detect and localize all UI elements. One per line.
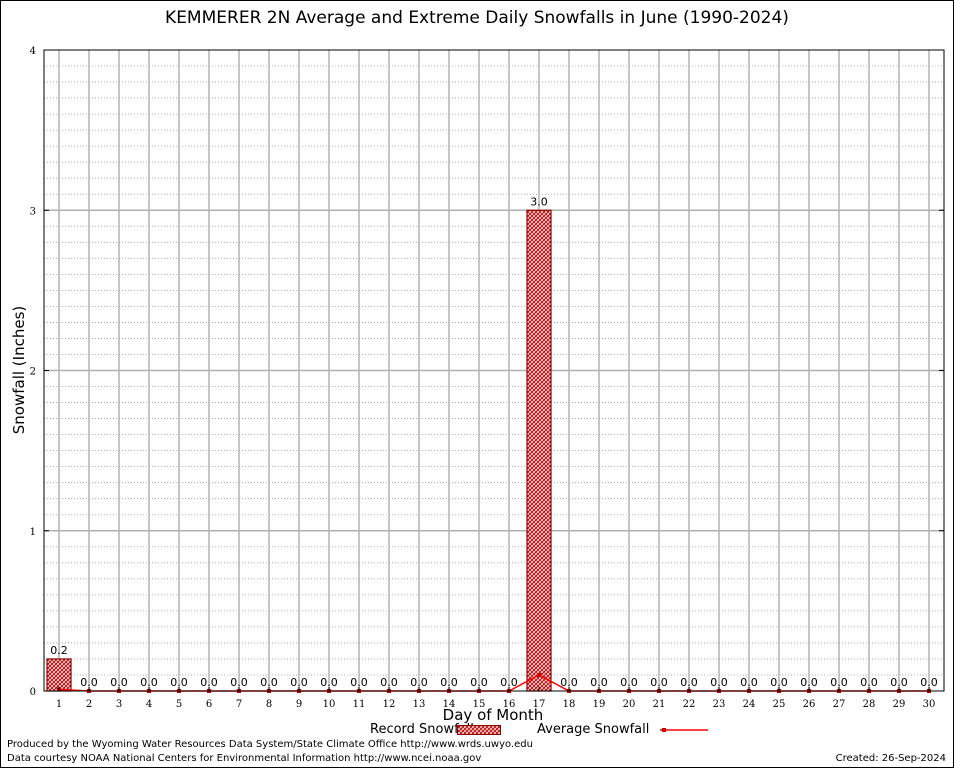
data-label: 3.0 bbox=[530, 195, 548, 208]
x-tick-label: 23 bbox=[713, 699, 726, 710]
data-label: 0.0 bbox=[290, 676, 308, 689]
legend-record-label: Record Snowfall bbox=[370, 722, 474, 737]
data-label: 0.0 bbox=[590, 676, 608, 689]
x-tick-label: 6 bbox=[206, 699, 212, 710]
x-tick-label: 15 bbox=[473, 699, 486, 710]
x-tick-label: 9 bbox=[296, 699, 302, 710]
footer-producer: Produced by the Wyoming Water Resources … bbox=[7, 739, 533, 750]
x-tick-label: 7 bbox=[236, 699, 242, 710]
data-label: 0.0 bbox=[500, 676, 518, 689]
x-tick-label: 5 bbox=[176, 699, 182, 710]
x-tick-label: 20 bbox=[623, 699, 636, 710]
data-label: 0.0 bbox=[710, 676, 728, 689]
data-label: 0.0 bbox=[170, 676, 188, 689]
x-tick-label: 11 bbox=[353, 699, 366, 710]
y-tick-label: 2 bbox=[30, 367, 36, 378]
y-tick-label: 1 bbox=[30, 527, 36, 538]
footer-source: Data courtesy NOAA National Centers for … bbox=[7, 753, 482, 764]
data-label: 0.0 bbox=[80, 676, 98, 689]
y-tick-label: 4 bbox=[30, 46, 36, 57]
data-label: 0.0 bbox=[410, 676, 428, 689]
x-tick-label: 14 bbox=[443, 699, 456, 710]
data-label: 0.0 bbox=[860, 676, 878, 689]
x-axis-label: Day of Month bbox=[442, 706, 544, 724]
x-tick-label: 25 bbox=[773, 699, 786, 710]
data-label: 0.2 bbox=[50, 644, 68, 657]
data-label: 0.0 bbox=[320, 676, 338, 689]
y-tick-label: 3 bbox=[30, 206, 36, 217]
x-tick-label: 3 bbox=[116, 699, 122, 710]
data-label: 0.0 bbox=[830, 676, 848, 689]
data-label: 0.0 bbox=[920, 676, 938, 689]
x-tick-label: 29 bbox=[893, 699, 906, 710]
data-label: 0.0 bbox=[350, 676, 368, 689]
record-bar bbox=[46, 658, 72, 692]
x-tick-label: 28 bbox=[863, 699, 876, 710]
data-label: 0.0 bbox=[260, 676, 278, 689]
x-tick-label: 13 bbox=[413, 699, 426, 710]
x-tick-label: 22 bbox=[683, 699, 696, 710]
data-label: 0.0 bbox=[440, 676, 458, 689]
x-tick-label: 27 bbox=[833, 699, 846, 710]
x-tick-label: 1 bbox=[56, 699, 62, 710]
data-label: 0.0 bbox=[110, 676, 128, 689]
x-tick-label: 2 bbox=[86, 699, 92, 710]
data-label: 0.0 bbox=[380, 676, 398, 689]
data-label: 0.0 bbox=[200, 676, 218, 689]
legend-average-label: Average Snowfall bbox=[537, 722, 650, 737]
data-label: 0.0 bbox=[770, 676, 788, 689]
data-label: 0.0 bbox=[800, 676, 818, 689]
data-label: 0.0 bbox=[620, 676, 638, 689]
x-tick-label: 16 bbox=[503, 699, 516, 710]
x-tick-label: 12 bbox=[383, 699, 396, 710]
data-label: 0.0 bbox=[890, 676, 908, 689]
data-label: 0.0 bbox=[470, 676, 488, 689]
x-tick-label: 10 bbox=[323, 699, 336, 710]
x-tick-label: 19 bbox=[593, 699, 606, 710]
chart-title: KEMMERER 2N Average and Extreme Daily Sn… bbox=[165, 8, 789, 28]
x-tick-label: 4 bbox=[146, 699, 152, 710]
footer-created: Created: 26-Sep-2024 bbox=[835, 753, 946, 764]
x-tick-label: 17 bbox=[533, 699, 546, 710]
average-point bbox=[537, 672, 541, 677]
x-tick-label: 18 bbox=[563, 699, 576, 710]
x-tick-label: 26 bbox=[803, 699, 816, 710]
x-tick-label: 8 bbox=[266, 699, 272, 710]
data-label: 0.0 bbox=[650, 676, 668, 689]
legend-record-swatch bbox=[457, 725, 501, 735]
x-tick-label: 21 bbox=[653, 699, 666, 710]
y-tick-label: 0 bbox=[30, 687, 36, 698]
record-bar bbox=[526, 209, 552, 692]
data-label: 0.0 bbox=[560, 676, 578, 689]
legend-average-swatch bbox=[660, 728, 708, 732]
data-label: 0.0 bbox=[680, 676, 698, 689]
data-label: 0.0 bbox=[740, 676, 758, 689]
y-axis-label: Snowfall (Inches) bbox=[10, 305, 28, 435]
data-label: 0.0 bbox=[140, 676, 158, 689]
x-tick-label: 24 bbox=[743, 699, 756, 710]
x-tick-label: 30 bbox=[923, 699, 936, 710]
data-label: 0.0 bbox=[230, 676, 248, 689]
